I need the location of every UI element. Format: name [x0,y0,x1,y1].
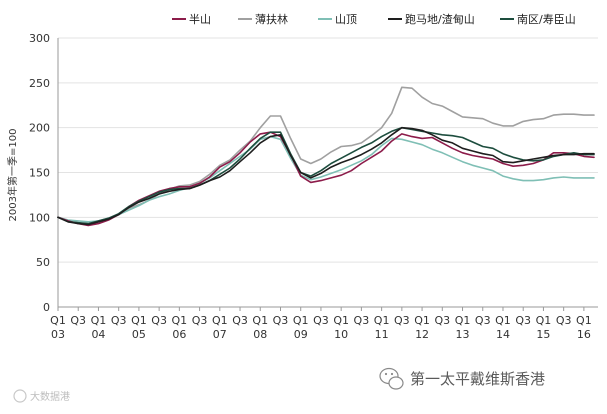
series [57,86,595,227]
grid [58,37,598,308]
y-tick-label: 200 [29,122,50,135]
series-line-1 [57,86,595,226]
x-tick-quarter: Q1 [252,314,268,327]
wechat-icon [379,367,404,390]
x-tick-year: 07 [213,328,227,341]
x-tick-quarter: Q3 [192,314,208,327]
legend-label: 半山 [189,12,211,26]
x-tick-quarter: Q3 [515,314,531,327]
y-tick-label: 100 [29,211,50,224]
x-tick-quarter: Q3 [394,314,410,327]
x-tick-year: 06 [172,328,186,341]
x-tick-quarter: Q1 [131,314,147,327]
x-tick-quarter: Q3 [556,314,572,327]
y-tick-label: 150 [29,167,50,180]
series-line-4 [57,126,595,225]
x-tick-quarter: Q1 [50,314,66,327]
x-tick-quarter: Q3 [111,314,127,327]
watermark-left: 大数据港 [13,389,70,403]
x-tick-year: 05 [132,328,146,341]
x-tick-year: 11 [375,328,389,341]
x-tick-quarter: Q3 [434,314,450,327]
x-tick-quarter: Q1 [536,314,552,327]
series-line-2 [57,135,595,223]
y-tick-label: 300 [29,32,50,45]
x-tick-year: 09 [294,328,308,341]
x-tick-year: 16 [577,328,591,341]
watermark-right: 第一太平戴维斯香港 [379,367,545,390]
legend-label: 薄扶林 [255,12,288,26]
x-tick-quarter: Q1 [374,314,390,327]
legend-label: 跑马地/渣甸山 [405,12,475,26]
x-tick-year: 13 [456,328,470,341]
x-tick-quarter: Q3 [313,314,329,327]
x-tick-quarter: Q1 [455,314,471,327]
x-tick-quarter: Q1 [495,314,511,327]
y-axis-label: 2003年第一季=100 [6,129,19,222]
x-tick-quarter: Q1 [172,314,188,327]
x-tick-quarter: Q1 [91,314,107,327]
x-tick-quarter: Q1 [414,314,430,327]
watermark-left-text: 大数据港 [30,390,70,403]
x-tick-year: 14 [496,328,510,341]
y-tick-label: 250 [29,77,50,90]
x-tick-quarter: Q3 [151,314,167,327]
series-line-3 [57,126,595,226]
x-tick-quarter: Q3 [273,314,289,327]
x-tick-quarter: Q3 [475,314,491,327]
x-tick-quarter: Q1 [576,314,592,327]
x-tick-quarter: Q3 [354,314,370,327]
x-tick-quarter: Q1 [293,314,309,327]
x-tick-year: 04 [91,328,105,341]
x-tick-year: 10 [334,328,348,341]
x-tick-year: 12 [415,328,429,341]
x-tick-year: 15 [536,328,550,341]
x-tick-year: 08 [253,328,267,341]
watermark-right-text: 第一太平戴维斯香港 [410,370,545,388]
x-tick-quarter: Q3 [70,314,86,327]
legend-label: 山顶 [335,13,357,26]
legend-label: 南区/寿臣山 [517,12,576,26]
x-tick-quarter: Q1 [333,314,349,327]
legend: 半山 薄扶林 山顶 跑马地/渣甸山 南区/寿臣山 [172,12,576,26]
watermark-left-icon [13,389,27,403]
x-tick-quarter: Q1 [212,314,228,327]
x-tick-year: 03 [51,328,65,341]
y-tick-label: 50 [36,256,50,269]
x-tick-quarter: Q3 [232,314,248,327]
series-line-0 [57,131,595,227]
y-tick-label: 0 [43,301,50,314]
